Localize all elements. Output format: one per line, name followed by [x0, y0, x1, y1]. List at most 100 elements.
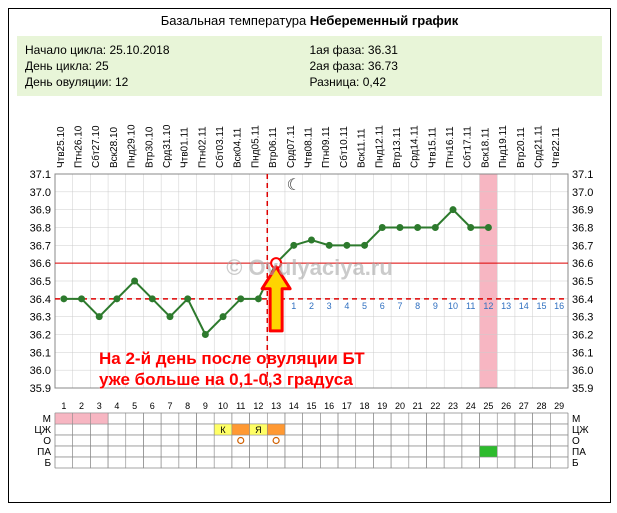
- svg-text:Б: Б: [572, 458, 579, 469]
- svg-text:4: 4: [344, 301, 349, 311]
- svg-text:Сбт10.11: Сбт10.11: [338, 126, 350, 168]
- svg-text:Чтв25.10: Чтв25.10: [56, 126, 67, 168]
- svg-text:Птн09.11: Птн09.11: [321, 126, 332, 168]
- svg-text:36.9: 36.9: [572, 205, 593, 217]
- svg-text:7: 7: [167, 401, 172, 411]
- svg-text:36.5: 36.5: [572, 276, 593, 288]
- svg-text:Втр13.11: Втр13.11: [392, 127, 403, 168]
- svg-text:21: 21: [413, 401, 423, 411]
- svg-text:Вск18.11: Вск18.11: [480, 127, 491, 168]
- svg-text:36.4: 36.4: [30, 294, 51, 306]
- svg-text:36.9: 36.9: [30, 205, 51, 217]
- svg-text:37.1: 37.1: [572, 169, 593, 181]
- svg-text:ЦЖ: ЦЖ: [572, 425, 589, 436]
- svg-text:36.3: 36.3: [572, 312, 593, 324]
- svg-text:36.7: 36.7: [572, 240, 593, 252]
- svg-text:9: 9: [203, 401, 208, 411]
- svg-text:14: 14: [519, 301, 529, 311]
- svg-text:36.0: 36.0: [572, 365, 593, 377]
- svg-text:12: 12: [483, 301, 493, 311]
- svg-text:36.2: 36.2: [572, 330, 593, 342]
- annotation-line: На 2-й день после овуляции БТ: [99, 348, 365, 369]
- svg-text:Сбт27.10: Сбт27.10: [90, 125, 102, 168]
- svg-text:ПА: ПА: [37, 447, 51, 458]
- svg-text:36.1: 36.1: [30, 347, 51, 359]
- svg-text:Втр06.11: Втр06.11: [268, 127, 279, 168]
- svg-text:36.6: 36.6: [30, 258, 51, 270]
- svg-text:4: 4: [114, 401, 119, 411]
- info-row: Начало цикла: 25.10.2018: [25, 42, 310, 58]
- svg-text:М: М: [572, 414, 580, 425]
- svg-text:19: 19: [377, 401, 387, 411]
- svg-text:ЦЖ: ЦЖ: [34, 425, 51, 436]
- svg-text:8: 8: [415, 301, 420, 311]
- svg-text:35.9: 35.9: [572, 383, 593, 394]
- chart-area: 37.137.137.037.036.936.936.836.836.736.7…: [9, 100, 610, 502]
- svg-text:36.5: 36.5: [30, 276, 51, 288]
- svg-text:37.0: 37.0: [30, 187, 51, 199]
- svg-text:25: 25: [483, 401, 493, 411]
- svg-text:6: 6: [380, 301, 385, 311]
- svg-text:36.7: 36.7: [30, 240, 51, 252]
- svg-text:Чтв15.11: Чтв15.11: [427, 127, 438, 168]
- svg-text:36.3: 36.3: [30, 312, 51, 324]
- info-row: День цикла: 25: [25, 58, 310, 74]
- svg-text:20: 20: [395, 401, 405, 411]
- info-panel: Начало цикла: 25.10.2018 День цикла: 25 …: [17, 36, 602, 96]
- svg-text:Пнд05.11: Пнд05.11: [250, 125, 261, 168]
- svg-text:17: 17: [342, 401, 352, 411]
- chart-title: Базальная температура Небеременный графи…: [9, 9, 610, 32]
- svg-text:9: 9: [433, 301, 438, 311]
- svg-text:Срд14.11: Срд14.11: [410, 125, 421, 168]
- svg-text:Б: Б: [44, 458, 51, 469]
- annotation-text: На 2-й день после овуляции БТ уже больше…: [99, 348, 365, 391]
- svg-text:Я: Я: [255, 425, 262, 435]
- svg-text:☾: ☾: [287, 177, 301, 194]
- svg-text:Чтв01.11: Чтв01.11: [180, 127, 191, 168]
- svg-text:36.6: 36.6: [572, 258, 593, 270]
- svg-text:2: 2: [309, 301, 314, 311]
- svg-text:22: 22: [430, 401, 440, 411]
- svg-text:5: 5: [132, 401, 137, 411]
- svg-text:13: 13: [501, 301, 511, 311]
- svg-text:28: 28: [536, 401, 546, 411]
- svg-text:36.8: 36.8: [572, 223, 593, 235]
- svg-text:15: 15: [306, 401, 316, 411]
- title-bold: Небеременный график: [310, 13, 458, 28]
- svg-text:Вск04.11: Вск04.11: [233, 127, 244, 168]
- svg-text:10: 10: [448, 301, 458, 311]
- svg-text:Птн16.11: Птн16.11: [445, 126, 456, 168]
- svg-text:14: 14: [289, 401, 299, 411]
- svg-text:Срд31.10: Срд31.10: [162, 124, 173, 168]
- svg-text:Сбт03.11: Сбт03.11: [214, 126, 226, 168]
- svg-text:Пнд19.11: Пнд19.11: [498, 125, 509, 168]
- svg-text:36.0: 36.0: [30, 365, 51, 377]
- svg-text:К: К: [220, 425, 226, 435]
- info-row: 1ая фаза: 36.31: [310, 42, 595, 58]
- info-right: 1ая фаза: 36.31 2ая фаза: 36.73 Разница:…: [310, 42, 595, 90]
- svg-text:2: 2: [79, 401, 84, 411]
- svg-text:Втр30.10: Втр30.10: [144, 126, 155, 168]
- svg-text:36.8: 36.8: [30, 223, 51, 235]
- svg-text:ПА: ПА: [572, 447, 586, 458]
- svg-text:12: 12: [253, 401, 263, 411]
- svg-text:1: 1: [291, 301, 296, 311]
- svg-text:11: 11: [236, 401, 245, 411]
- svg-text:О: О: [43, 436, 51, 447]
- svg-text:О: О: [572, 436, 580, 447]
- svg-text:10: 10: [218, 401, 228, 411]
- svg-text:35.9: 35.9: [30, 383, 51, 394]
- svg-text:16: 16: [554, 301, 564, 311]
- svg-text:Сбт17.11: Сбт17.11: [462, 126, 474, 168]
- svg-text:1: 1: [61, 401, 66, 411]
- info-left: Начало цикла: 25.10.2018 День цикла: 25 …: [25, 42, 310, 90]
- svg-text:29: 29: [554, 401, 564, 411]
- svg-text:Птн26.10: Птн26.10: [74, 125, 85, 168]
- svg-text:М: М: [43, 414, 51, 425]
- svg-text:Срд07.11: Срд07.11: [286, 125, 297, 168]
- svg-text:6: 6: [150, 401, 155, 411]
- svg-text:Втр20.11: Втр20.11: [516, 127, 527, 168]
- svg-text:36.1: 36.1: [572, 347, 593, 359]
- svg-text:24: 24: [466, 401, 476, 411]
- svg-text:3: 3: [97, 401, 102, 411]
